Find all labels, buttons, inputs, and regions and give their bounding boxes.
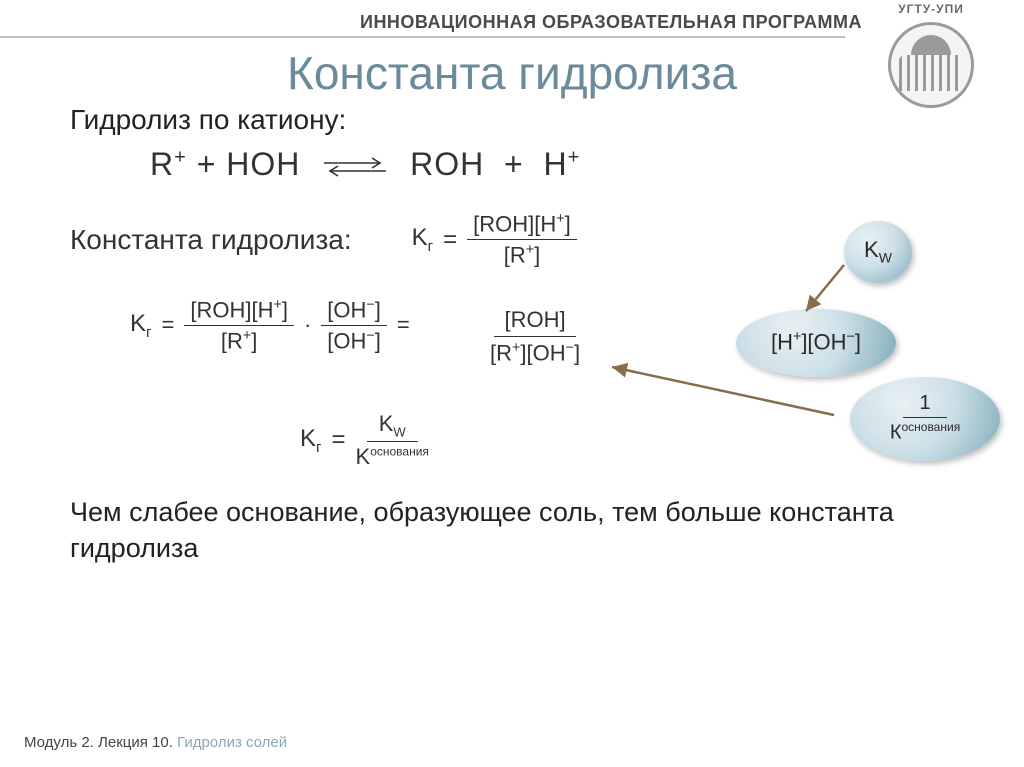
kg-label: Константа гидролиза: — [70, 224, 352, 256]
frac-roh-over-r-oh: [ROH] [R+][OH−] — [490, 307, 580, 366]
slide-title: Константа гидролиза — [0, 46, 1024, 100]
equation-lhs: R+ + HOH — [150, 146, 300, 182]
logo-text: УГТУ-УПИ — [898, 2, 964, 16]
cation-equation: R+ + HOH ROH + H+ — [150, 146, 974, 183]
footer: Модуль 2. Лекция 10. Гидролиз солей — [24, 734, 287, 751]
program-header: ИННОВАЦИОННАЯ ОБРАЗОВАТЕЛЬНАЯ ПРОГРАММА — [360, 12, 862, 33]
equation-rhs: ROH + H+ — [410, 146, 580, 182]
kg-definition-row: Константа гидролиза: Kг = [ROH][H+] [R+] — [70, 211, 974, 269]
cation-hydrolysis-label: Гидролиз по катиону: — [70, 104, 974, 136]
reversible-arrow-icon — [320, 155, 390, 179]
kg-expression: Kг = [ROH][H+] [R+] — [412, 211, 577, 269]
bubble-inverse-kbase: 1 Коснования — [850, 377, 1000, 461]
kg-expansion-row: Kг = [ROH][H+] [R+] · [OH−] [OH−] = [ROH… — [130, 297, 974, 387]
header-divider — [0, 36, 845, 38]
footer-topic: Гидролиз солей — [177, 734, 287, 751]
conclusion-text: Чем слабее основание, образующее соль, т… — [70, 494, 974, 567]
bubble-kw: KW — [844, 221, 912, 283]
slide-body: Гидролиз по катиону: R+ + HOH ROH + H+ К… — [70, 104, 974, 567]
bubble-ion-product: [H+][OH−] — [736, 309, 896, 377]
footer-module: Модуль 2. Лекция 10. — [24, 734, 173, 751]
